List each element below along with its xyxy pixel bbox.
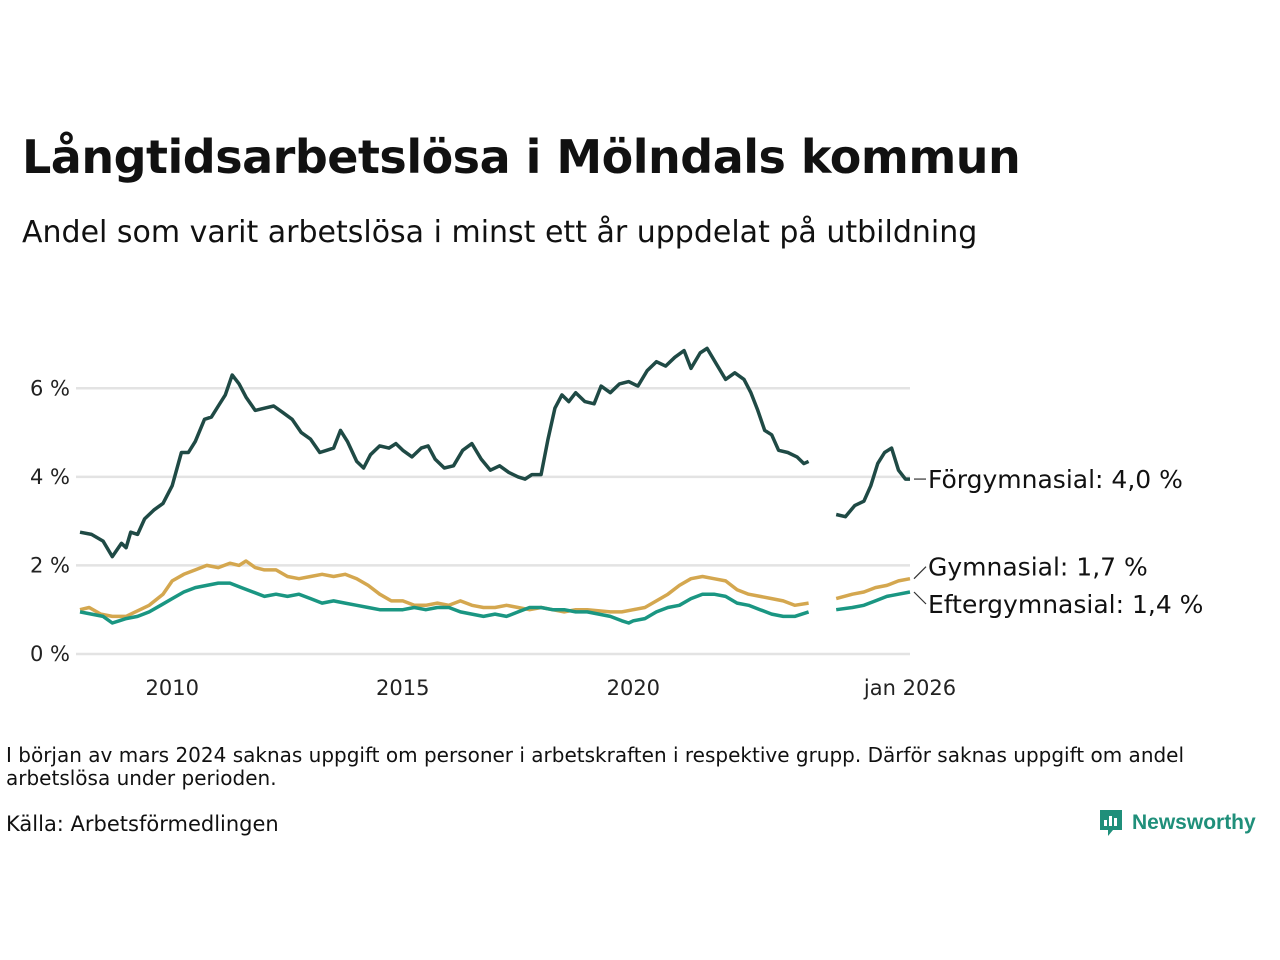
- x-tick-label: jan 2026: [863, 676, 956, 700]
- series-line-förgymnasial-1: [79, 346, 810, 559]
- footnote: I början av mars 2024 saknas uppgift om …: [6, 743, 1185, 790]
- end-label-gymnasial: Gymnasial: 1,7 %: [928, 553, 1148, 582]
- series-line-gymnasial-2: [835, 576, 911, 601]
- source-credit: Källa: Arbetsförmedlingen: [6, 812, 279, 836]
- series-lines: [79, 346, 911, 625]
- x-tick-label: 2015: [376, 676, 429, 700]
- newsworthy-logo-icon: [1100, 810, 1122, 836]
- y-tick-label: 2 %: [30, 553, 70, 577]
- x-tick-label: 2010: [145, 676, 198, 700]
- y-tick-label: 6 %: [30, 376, 70, 400]
- y-tick-label: 0 %: [30, 642, 70, 666]
- end-label-leader: [913, 591, 927, 605]
- brand-logo: Newsworthy: [1098, 808, 1256, 838]
- end-label-eftergymnasial: Eftergymnasial: 1,4 %: [928, 590, 1203, 619]
- end-labels: Förgymnasial: 4,0 % Gymnasial: 1,7 % Efter…: [913, 465, 1203, 619]
- line-chart: 0 % 2 % 4 % 6 % 2010 2015 2020 jan 2026 Förgym…: [30, 346, 1203, 700]
- series-line-eftergymnasial-2: [835, 590, 911, 612]
- chart-title: Långtidsarbetslösa i Mölndals kommun: [22, 130, 1021, 184]
- series-line-gymnasial-1: [79, 559, 809, 619]
- y-axis-ticks: 0 % 2 % 4 % 6 %: [30, 376, 70, 666]
- x-tick-label: 2020: [607, 676, 660, 700]
- end-label-leader: [913, 566, 927, 580]
- end-label-förgymnasial: Förgymnasial: 4,0 %: [928, 465, 1183, 494]
- series-line-förgymnasial-2: [835, 446, 910, 519]
- y-tick-label: 4 %: [30, 465, 70, 489]
- chart-subtitle: Andel som varit arbetslösa i minst ett å…: [22, 215, 978, 250]
- series-line-eftergymnasial-1: [79, 581, 810, 625]
- x-axis-ticks: 2010 2015 2020 jan 2026: [145, 676, 956, 700]
- brand-name: Newsworthy: [1132, 811, 1256, 834]
